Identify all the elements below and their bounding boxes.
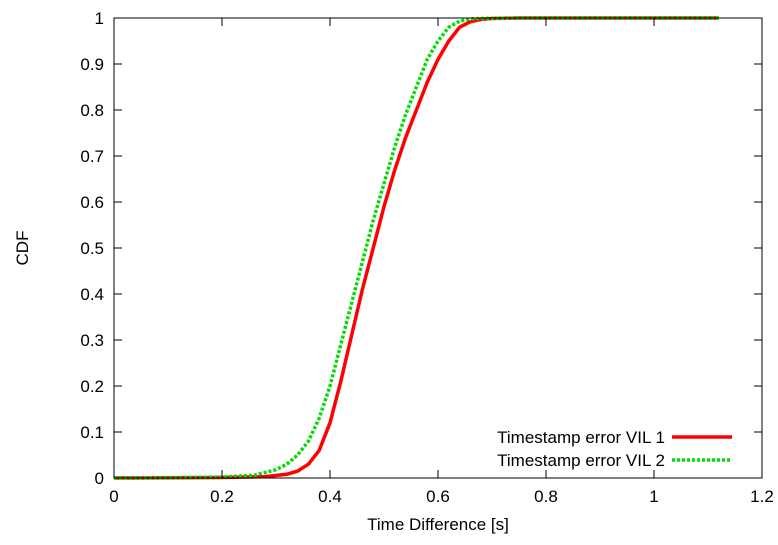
plot-lines <box>113 16 719 480</box>
y-tick-label: 0.3 <box>80 331 104 350</box>
series-line-1 <box>113 16 719 480</box>
x-tick-label: 1.2 <box>750 487 774 506</box>
y-tick-label: 1 <box>95 9 104 28</box>
legend-label: Timestamp error VIL 2 <box>497 451 665 470</box>
tick-labels: 0 0.2 0.4 0.6 0.8 1 1.2 0 0.1 0.2 0.3 0.4 0.5 0.6 0.7 0… <box>80 9 773 506</box>
y-axis-label: CDF <box>13 231 32 266</box>
y-tick-label: 0 <box>95 469 104 488</box>
axis-ticks <box>113 17 763 479</box>
x-tick-label: 0.8 <box>534 487 558 506</box>
x-tick-label: 0.6 <box>426 487 450 506</box>
legend: Timestamp error VIL 1 Timestamp error VIL… <box>497 428 732 470</box>
x-tick-label: 0.2 <box>210 487 234 506</box>
x-axis-label: Time Difference [s] <box>367 515 509 534</box>
legend-label: Timestamp error VIL 1 <box>497 428 665 447</box>
x-tick-label: 1 <box>649 487 658 506</box>
y-tick-label: 0.2 <box>80 377 104 396</box>
y-tick-label: 0.6 <box>80 193 104 212</box>
y-tick-label: 0.5 <box>80 239 104 258</box>
plot-frame <box>113 17 763 479</box>
y-tick-label: 0.8 <box>80 101 104 120</box>
series-line-2 <box>113 16 719 480</box>
x-tick-label: 0.4 <box>318 487 342 506</box>
y-tick-label: 0.1 <box>80 423 104 442</box>
y-tick-label: 0.4 <box>80 285 104 304</box>
x-tick-label: 0 <box>109 487 118 506</box>
y-tick-label: 0.9 <box>80 55 104 74</box>
y-tick-label: 0.7 <box>80 147 104 166</box>
